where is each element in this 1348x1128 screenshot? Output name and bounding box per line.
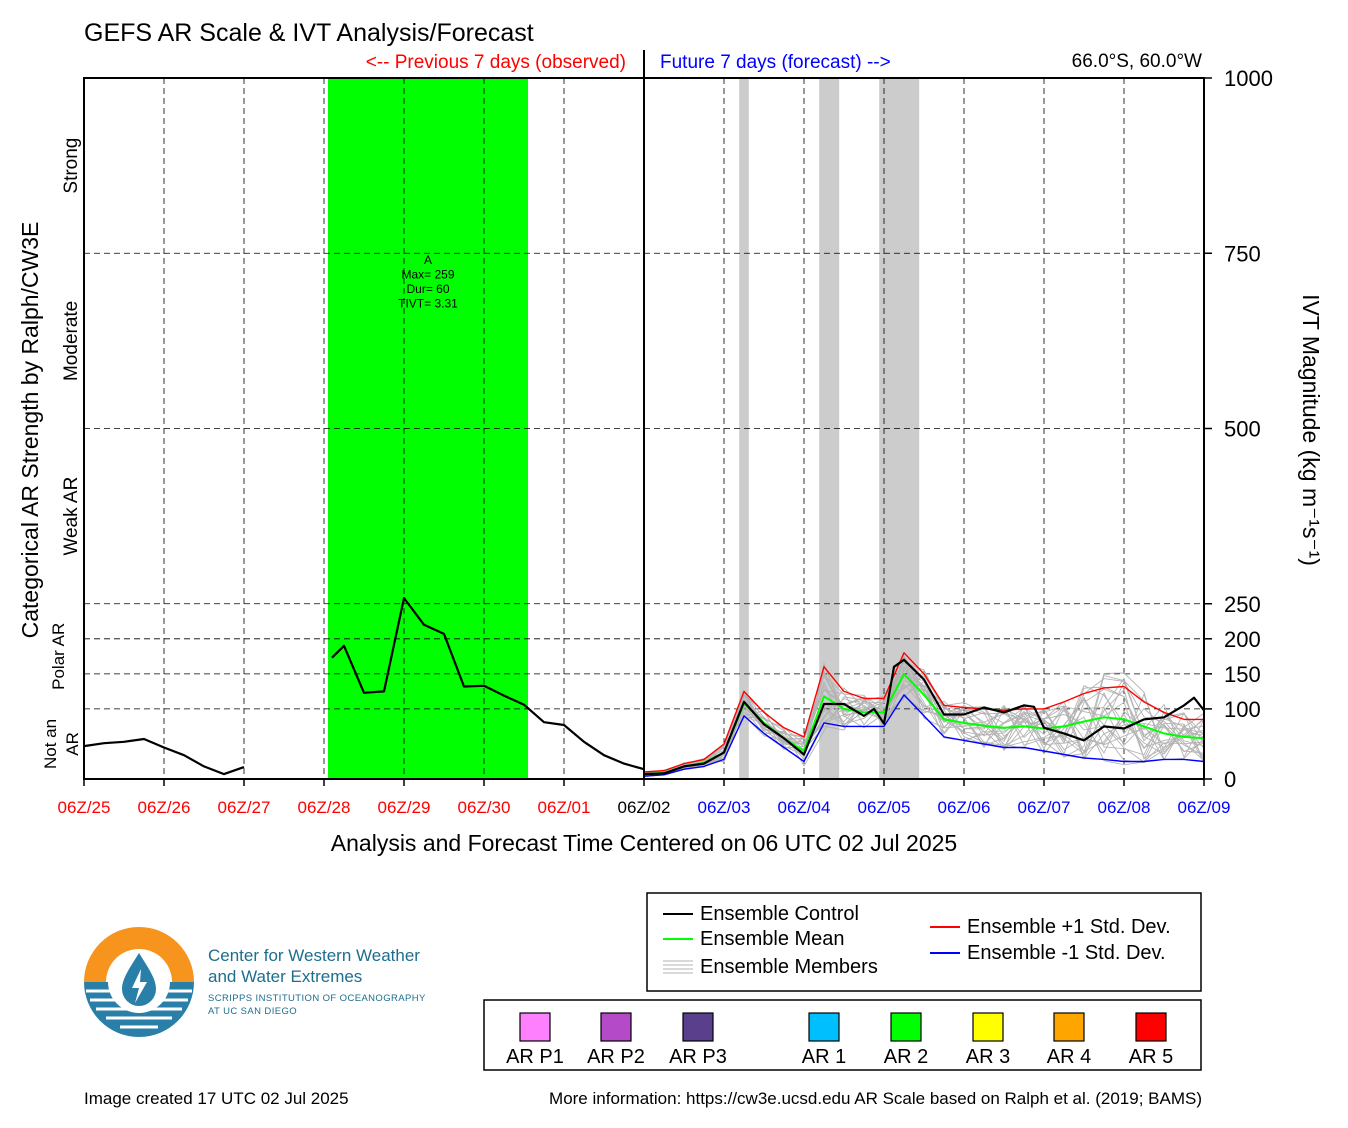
- y-tick-label-6: 750: [1224, 241, 1261, 266]
- ar-scale-label-5: AR 3: [966, 1046, 1010, 1068]
- ar-scale-label-2: AR P3: [669, 1046, 727, 1068]
- y-tick-label-1: 100: [1224, 697, 1261, 722]
- ar-scale-swatch-3: [808, 1012, 840, 1042]
- ar-event-text-0-3: TIVT= 3.31: [398, 297, 458, 311]
- image-created-label: Image created 17 UTC 02 Jul 2025: [84, 1089, 349, 1108]
- legend-members-label: Ensemble Members: [700, 956, 878, 978]
- ar-scale-swatch-0: [519, 1012, 551, 1042]
- ar-event-text-0-1: Max= 259: [401, 268, 454, 282]
- y-axis-label-left: Categorical AR Strength by Ralph/CW3E: [17, 222, 43, 639]
- location-label: 66.0°S, 60.0°W: [1072, 51, 1202, 72]
- x-tick-label-11: 06Z/06: [938, 798, 991, 817]
- x-axis-label: Analysis and Forecast Time Centered on 0…: [331, 830, 957, 856]
- x-tick-label-13: 06Z/08: [1098, 798, 1151, 817]
- ar-scale-swatch-6: [1053, 1012, 1085, 1042]
- series-line-plus-4: [643, 652, 1204, 773]
- y-tick-label-7: 1000: [1224, 66, 1273, 91]
- ensemble-member-line-21: [643, 655, 1205, 774]
- logo-line-2: and Water Extremes: [208, 967, 362, 986]
- logo-line-4: AT UC SAN DIEGO: [208, 1006, 297, 1017]
- series-line-control-2: [643, 658, 1205, 776]
- x-tick-label-10: 06Z/05: [858, 798, 911, 817]
- previous-period-label: <-- Previous 7 days (observed): [366, 52, 626, 73]
- series-line-observed-0: [83, 737, 245, 776]
- series-line-observed-1: [331, 596, 645, 771]
- x-tick-label-2: 06Z/27: [218, 798, 271, 817]
- series-line-minus-5: [643, 694, 1205, 777]
- ar-scale-label-1: AR P2: [587, 1046, 645, 1068]
- ar-scale-legend: AR P1 AR P2 AR P3 AR 1 AR 2 AR 3 AR 4 AR 5: [506, 1012, 1173, 1068]
- category-label-4-a: Not an: [41, 719, 60, 769]
- category-label-4-b: AR: [63, 732, 82, 756]
- x-tick-label-12: 06Z/07: [1018, 798, 1071, 817]
- legend-minus-label: Ensemble -1 Std. Dev.: [967, 942, 1166, 964]
- category-label-3: Polar AR: [49, 623, 68, 690]
- legend-plus-label: Ensemble +1 Std. Dev.: [967, 916, 1171, 938]
- category-label-2: Weak AR: [61, 477, 82, 556]
- logo-line-1: Center for Western Weather: [208, 946, 420, 965]
- ar-scale-label-0: AR P1: [506, 1046, 564, 1068]
- x-tick-label-6: 06Z/01: [538, 798, 591, 817]
- legend-box: [646, 892, 1202, 992]
- x-tick-label-9: 06Z/04: [778, 798, 831, 817]
- y-tick-label-3: 200: [1224, 627, 1261, 652]
- cw3e-logo: Center for Western Weather and Water Ext…: [82, 925, 482, 1040]
- y-tick-label-5: 500: [1224, 417, 1261, 442]
- series-layer: [83, 596, 1205, 777]
- ar-event-text-0-2: Dur= 60: [406, 282, 449, 296]
- category-label-0: Strong: [61, 138, 82, 194]
- x-tick-label-8: 06Z/03: [698, 798, 751, 817]
- ar-scale-swatch-4: [890, 1012, 922, 1042]
- ensemble-member-line-15: [643, 669, 1205, 776]
- y-tick-label-2: 150: [1224, 662, 1261, 687]
- ensemble-member-line-20: [643, 674, 1205, 775]
- ar-scale-swatch-5: [972, 1012, 1004, 1042]
- x-tick-label-1: 06Z/26: [138, 798, 191, 817]
- legend-members-swatch: [663, 960, 693, 974]
- ar-scale-swatch-1: [600, 1012, 632, 1042]
- logo-sun-arc: [84, 927, 194, 982]
- x-tick-label-0: 06Z/25: [58, 798, 111, 817]
- chart-title: GEFS AR Scale & IVT Analysis/Forecast: [84, 19, 534, 47]
- logo-line-3: SCRIPPS INSTITUTION OF OCEANOGRAPHY: [208, 993, 426, 1004]
- future-period-label: Future 7 days (forecast) -->: [660, 52, 891, 73]
- ar-scale-swatch-7: [1135, 1012, 1167, 1042]
- y-axis-label-right: IVT Magnitude (kg m⁻¹s⁻¹): [1298, 294, 1324, 566]
- legend-mean-label: Ensemble Mean: [700, 928, 845, 950]
- lightning-icon: [132, 969, 147, 1003]
- ar-scale-label-3: AR 1: [802, 1046, 846, 1068]
- x-tick-label-14: 06Z/09: [1178, 798, 1231, 817]
- ar-scale-swatch-2: [682, 1012, 714, 1042]
- ar-scale-label-4: AR 2: [884, 1046, 928, 1068]
- category-label-layer: Strong Moderate Weak AR Polar AR Not an AR: [41, 138, 82, 769]
- ar-scale-label-6: AR 4: [1047, 1046, 1091, 1068]
- x-tick-label-7: 06Z/02: [618, 798, 671, 817]
- y-tick-label-0: 0: [1224, 767, 1236, 792]
- category-label-1: Moderate: [61, 301, 82, 381]
- ar-scale-label-7: AR 5: [1129, 1046, 1173, 1068]
- more-info-label: More information: https://cw3e.ucsd.edu …: [549, 1089, 1202, 1108]
- x-tick-label-4: 06Z/29: [378, 798, 431, 817]
- tick-layer: 06Z/25 06Z/26 06Z/27 06Z/28 06Z/29 06Z/30 06Z/…: [58, 66, 1273, 817]
- ensemble-member-line-9: [643, 665, 1205, 777]
- x-tick-label-5: 06Z/30: [458, 798, 511, 817]
- y-tick-label-4: 250: [1224, 592, 1261, 617]
- x-tick-label-3: 06Z/28: [298, 798, 351, 817]
- ar-event-text-0-0: A: [424, 253, 432, 267]
- legend-control-label: Ensemble Control: [700, 903, 859, 925]
